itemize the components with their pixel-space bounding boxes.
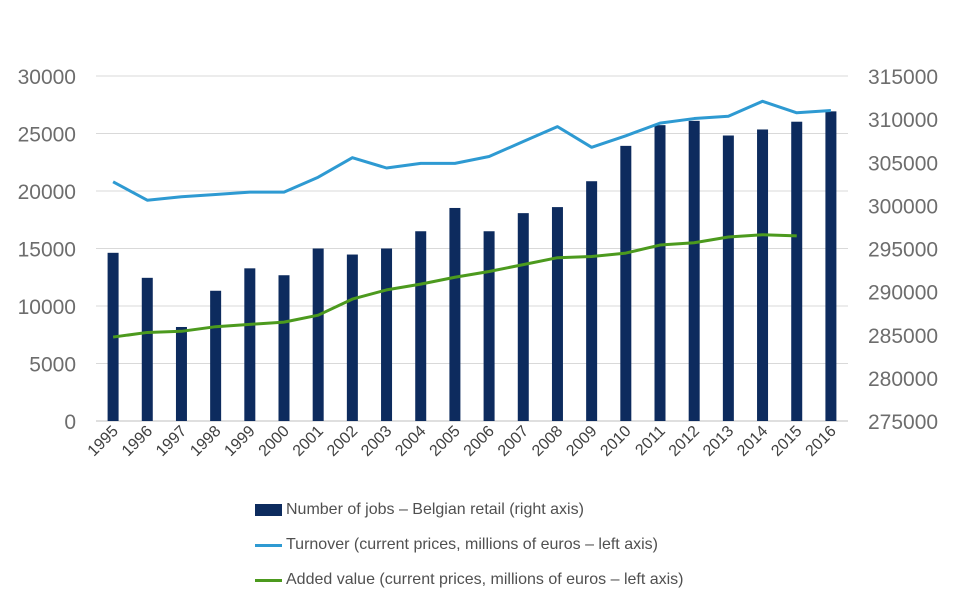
left-tick-label: 0 [64, 411, 76, 434]
x-tick-label: 2001 [290, 423, 327, 460]
right-tick-label: 305000 [868, 152, 938, 175]
jobs-bar [722, 135, 734, 421]
jobs-bar [175, 326, 187, 421]
left-tick-label: 10000 [18, 296, 76, 319]
x-tick-label: 1997 [153, 423, 190, 460]
jobs-bar [620, 145, 632, 422]
right-tick-label: 275000 [868, 411, 938, 434]
x-tick-label: 2016 [803, 423, 840, 460]
left-tick-label: 5000 [29, 354, 76, 377]
jobs-bar [517, 213, 529, 421]
jobs-bar [449, 207, 461, 421]
x-axis-tick-labels: 1995199619971998199920002001200220032004… [85, 423, 840, 460]
x-tick-label: 2000 [256, 423, 293, 460]
jobs-bar [825, 111, 837, 422]
jobs-bar [791, 121, 803, 422]
legend: Number of jobs – Belgian retail (right a… [255, 493, 684, 598]
x-tick-label: 2004 [392, 423, 429, 460]
jobs-bar [688, 120, 700, 421]
left-tick-label: 25000 [18, 124, 76, 147]
jobs-bar [312, 248, 324, 421]
jobs-bar [757, 129, 769, 421]
line-series [112, 99, 832, 339]
x-tick-label: 2005 [427, 423, 464, 460]
x-tick-label: 2006 [461, 423, 498, 460]
jobs-bar [210, 290, 222, 421]
x-tick-label: 2009 [563, 423, 600, 460]
jobs-bar [586, 181, 598, 421]
legend-label-jobs: Number of jobs – Belgian retail (right a… [286, 501, 584, 518]
jobs-bar [244, 268, 256, 421]
jobs-bar [415, 231, 427, 421]
x-tick-label: 2014 [734, 423, 771, 460]
added-value-line [112, 233, 797, 339]
x-tick-label: 2011 [632, 423, 668, 459]
right-tick-label: 285000 [868, 325, 938, 348]
left-tick-label: 30000 [18, 66, 76, 89]
legend-label-added-value: Added value (current prices, millions of… [286, 571, 684, 588]
jobs-bar [551, 207, 563, 421]
left-tick-label: 20000 [18, 181, 76, 204]
left-axis-tick-labels: 0 5000 10000 15000 20000 25000 30000 [18, 66, 76, 434]
x-tick-label: 2010 [597, 423, 634, 460]
jobs-bar [654, 125, 666, 421]
x-tick-label: 2012 [666, 423, 703, 460]
jobs-bars [107, 111, 837, 422]
jobs-bar [483, 231, 495, 421]
jobs-bar [278, 275, 290, 421]
x-tick-label: 1998 [187, 423, 224, 460]
legend-label-turnover: Turnover (current prices, millions of eu… [286, 536, 658, 553]
x-tick-label: 1995 [85, 423, 122, 460]
legend-item-turnover: Turnover (current prices, millions of eu… [255, 528, 684, 562]
x-tick-label: 2008 [529, 423, 566, 460]
legend-item-added-value: Added value (current prices, millions of… [255, 563, 684, 597]
combo-chart: 0 5000 10000 15000 20000 25000 30000 275000 280… [18, 66, 938, 460]
jobs-bar [381, 248, 393, 421]
x-tick-label: 2007 [495, 423, 532, 460]
jobs-bar [346, 254, 358, 421]
legend-swatch-turnover [255, 543, 282, 547]
legend-swatch-added-value [255, 578, 282, 582]
x-tick-label: 2002 [324, 423, 361, 460]
x-tick-label: 2003 [358, 423, 395, 460]
gridlines [96, 75, 848, 422]
right-axis-tick-labels: 275000 280000 285000 290000 295000 300000 3050… [868, 66, 938, 434]
turnover-line [112, 99, 832, 202]
right-tick-label: 280000 [868, 368, 938, 391]
jobs-bar [141, 277, 153, 421]
x-tick-label: 2015 [768, 423, 805, 460]
legend-item-jobs: Number of jobs – Belgian retail (right a… [255, 493, 684, 527]
left-tick-label: 15000 [18, 239, 76, 262]
right-tick-label: 295000 [868, 239, 938, 262]
right-tick-label: 290000 [868, 282, 938, 305]
right-tick-label: 300000 [868, 195, 938, 218]
x-tick-label: 2013 [700, 423, 737, 460]
x-tick-label: 1999 [221, 423, 258, 460]
legend-swatch-jobs [255, 504, 282, 516]
x-tick-label: 1996 [119, 423, 156, 460]
right-tick-label: 310000 [868, 109, 938, 132]
right-tick-label: 315000 [868, 66, 938, 89]
